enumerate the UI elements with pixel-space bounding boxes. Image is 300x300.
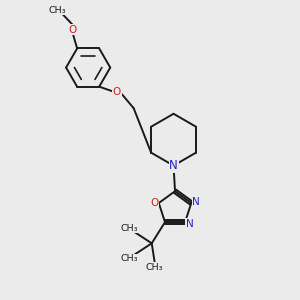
Text: CH₃: CH₃ xyxy=(146,263,164,272)
Text: O: O xyxy=(150,198,158,208)
Text: CH₃: CH₃ xyxy=(120,224,138,232)
Text: N: N xyxy=(192,196,200,207)
Text: O: O xyxy=(69,25,77,34)
Text: CH₃: CH₃ xyxy=(49,6,66,15)
Text: O: O xyxy=(113,87,121,97)
Text: CH₃: CH₃ xyxy=(120,254,138,263)
Text: N: N xyxy=(186,219,194,229)
Text: N: N xyxy=(169,159,178,172)
